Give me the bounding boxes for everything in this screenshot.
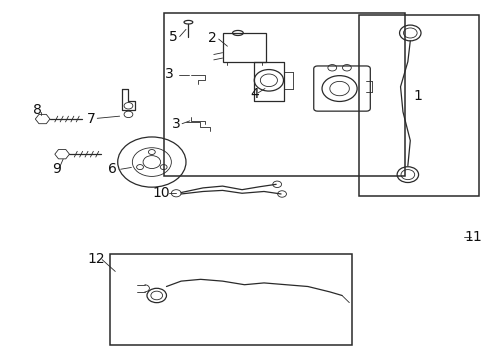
Text: 10: 10 bbox=[152, 185, 170, 199]
Bar bbox=[110, 253, 351, 345]
Text: 3: 3 bbox=[171, 117, 180, 131]
Text: 5: 5 bbox=[169, 30, 178, 44]
Text: 6: 6 bbox=[108, 162, 117, 176]
Text: 9: 9 bbox=[52, 162, 61, 176]
Text: 1: 1 bbox=[412, 89, 421, 103]
Text: 12: 12 bbox=[87, 252, 104, 266]
Bar bbox=[358, 15, 478, 196]
Text: 8: 8 bbox=[33, 103, 41, 117]
Text: 4: 4 bbox=[249, 87, 258, 101]
Text: 7: 7 bbox=[86, 112, 95, 126]
Text: 2: 2 bbox=[208, 31, 217, 45]
Text: 3: 3 bbox=[164, 67, 173, 81]
Bar bbox=[222, 33, 266, 62]
Bar bbox=[163, 13, 405, 176]
Text: 11: 11 bbox=[464, 230, 482, 244]
